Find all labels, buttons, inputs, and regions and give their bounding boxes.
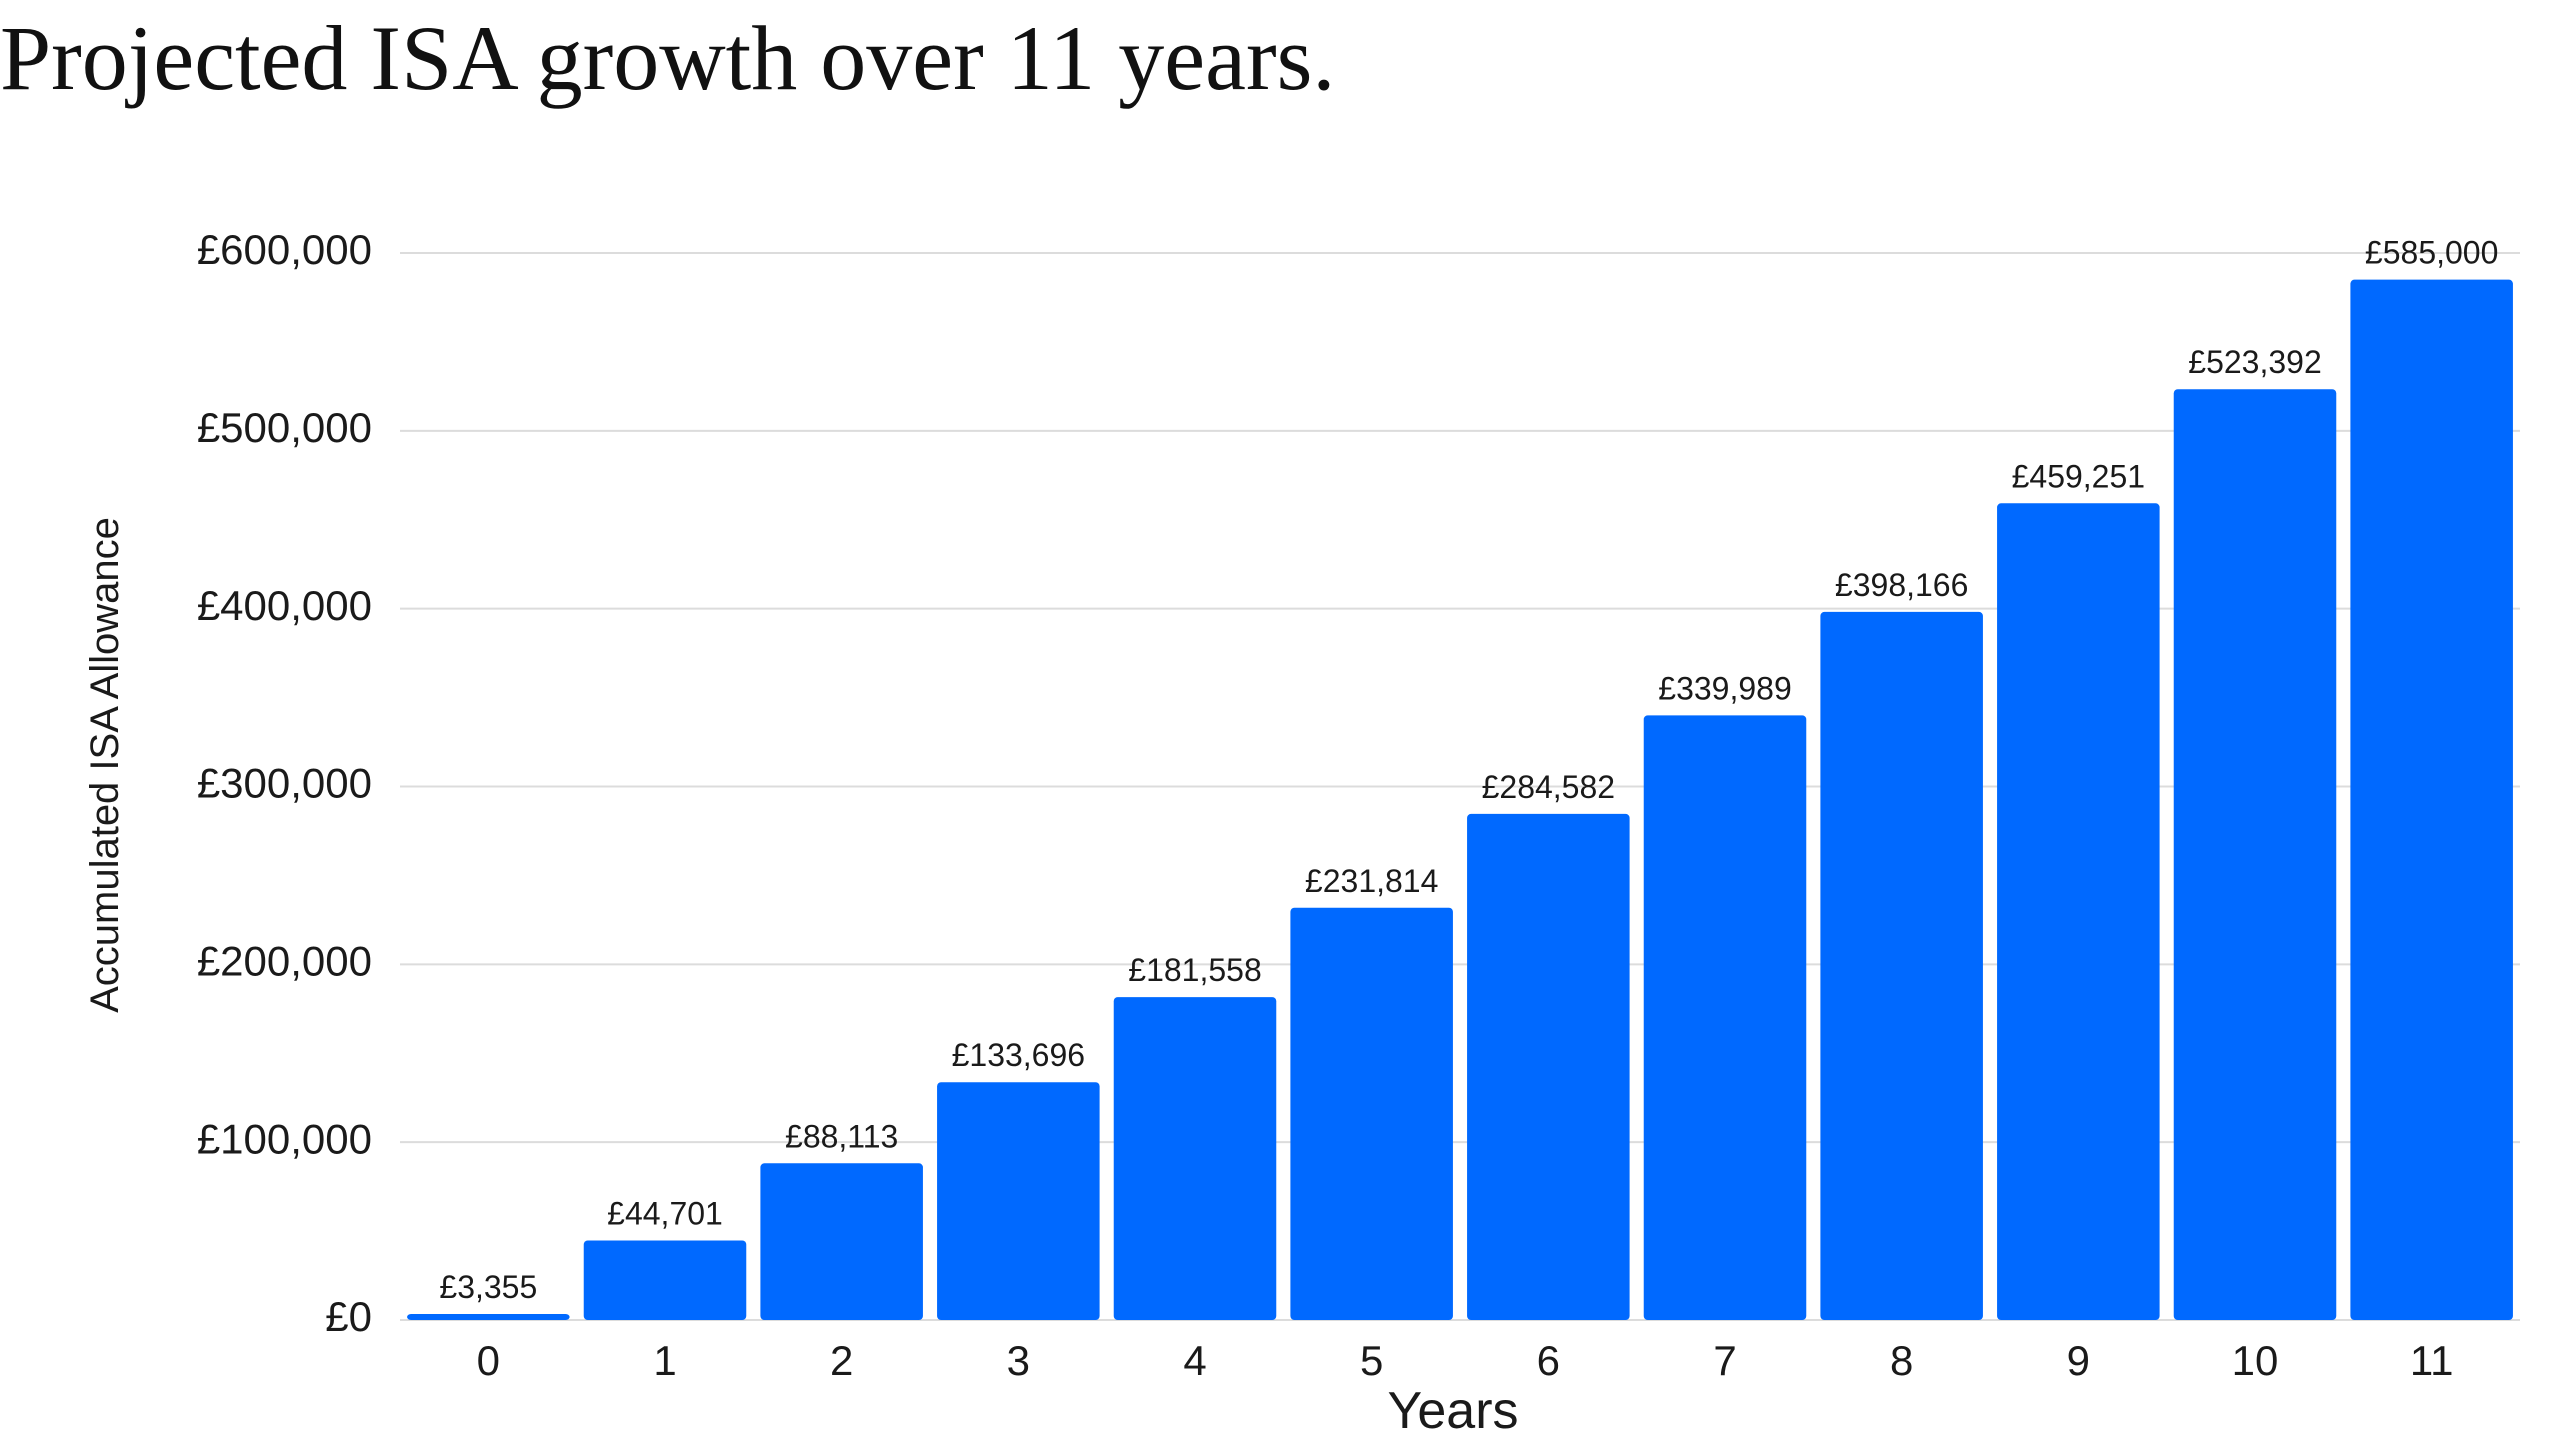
y-tick-label: £100,000 <box>197 1115 372 1162</box>
x-tick-label: 10 <box>2232 1337 2279 1384</box>
bars <box>407 279 2513 1320</box>
x-axis-title: Years <box>1387 1382 1518 1440</box>
x-axis-ticks: 0 1 2 3 4 5 6 7 8 9 10 11 <box>477 1337 2454 1384</box>
bar <box>760 1163 923 1320</box>
data-label: £44,701 <box>607 1196 723 1232</box>
bar <box>407 1314 570 1320</box>
x-tick-label: 1 <box>653 1337 676 1384</box>
data-label: £398,166 <box>1835 567 1968 603</box>
data-label: £459,251 <box>2012 458 2145 494</box>
data-label: £284,582 <box>1482 769 1615 805</box>
data-label: £133,696 <box>952 1037 1085 1073</box>
data-label: £231,814 <box>1305 863 1438 899</box>
bar <box>1290 907 1453 1320</box>
y-tick-label: £600,000 <box>197 226 372 273</box>
x-tick-label: 7 <box>1713 1337 1736 1384</box>
bar <box>1467 813 1630 1320</box>
y-axis-ticks: £0 £100,000 £200,000 £300,000 £400,000 £500,0… <box>197 226 372 1340</box>
y-tick-label: £400,000 <box>197 582 372 629</box>
bar <box>583 1240 747 1320</box>
x-tick-label: 3 <box>1007 1337 1030 1384</box>
y-tick-label: £200,000 <box>197 937 372 984</box>
y-tick-label: £300,000 <box>197 760 372 807</box>
x-tick-label: 8 <box>1890 1337 1913 1384</box>
bar <box>2173 389 2337 1320</box>
x-tick-label: 6 <box>1537 1337 1560 1384</box>
bar <box>937 1082 1100 1320</box>
data-label: £3,355 <box>439 1269 537 1305</box>
bar <box>1820 611 1983 1320</box>
x-tick-label: 5 <box>1360 1337 1383 1384</box>
data-label: £585,000 <box>2365 235 2498 271</box>
data-label: £339,989 <box>1658 670 1791 706</box>
x-tick-label: 9 <box>2067 1337 2090 1384</box>
y-tick-label: £0 <box>325 1293 372 1340</box>
data-label: £181,558 <box>1128 952 1261 988</box>
data-label: £88,113 <box>785 1118 898 1154</box>
x-tick-label: 2 <box>830 1337 853 1384</box>
x-tick-label: 11 <box>2410 1337 2454 1384</box>
data-labels: £3,355 £44,701 £88,113 £133,696 £181,558 £231… <box>439 235 2498 1305</box>
bar <box>2350 279 2513 1320</box>
gridlines <box>400 252 2520 1321</box>
bar <box>1643 715 1807 1320</box>
bar <box>1997 503 2160 1320</box>
chart-title: Projected ISA growth over 11 years. <box>0 7 1336 109</box>
data-label: £523,392 <box>2188 344 2321 380</box>
x-tick-label: 4 <box>1183 1337 1206 1384</box>
y-tick-label: £500,000 <box>197 404 372 451</box>
bar <box>1113 997 1277 1320</box>
y-axis-title: Accumulated ISA Allowance <box>83 517 127 1013</box>
x-tick-label: 0 <box>477 1337 500 1384</box>
